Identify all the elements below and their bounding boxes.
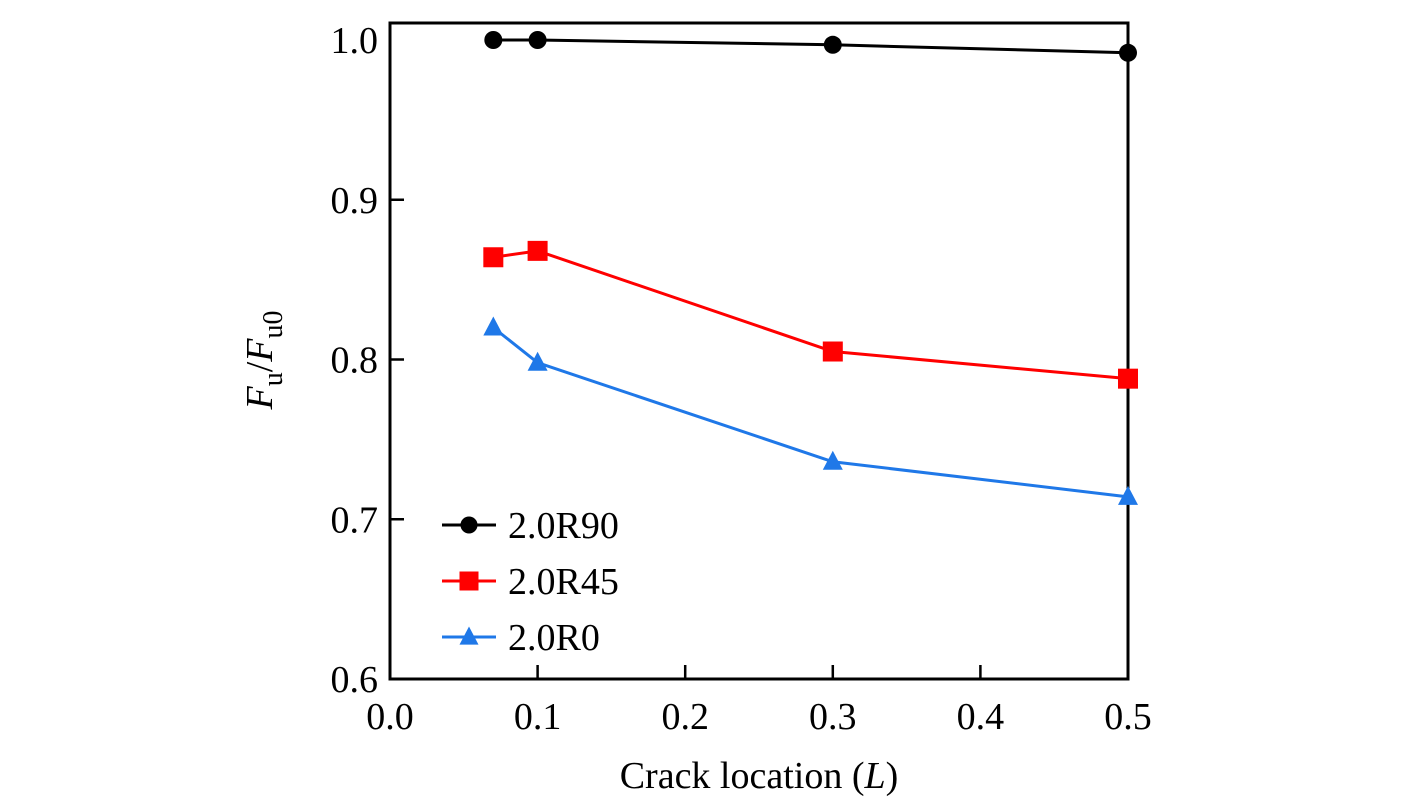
series-line [493, 38, 1129, 55]
series-2.0R45 [483, 240, 1138, 389]
data-point [1118, 368, 1138, 389]
data-point [527, 240, 548, 261]
x-tick-label: 0.3 [809, 696, 857, 738]
legend-label: 2.0R45 [508, 561, 619, 603]
legend-label: 2.0R90 [508, 505, 619, 547]
data-point [527, 351, 548, 371]
legend-marker [459, 571, 479, 591]
x-axis-title: Crack location (L) [620, 755, 899, 797]
plot-frame [388, 21, 1130, 681]
data-point [822, 341, 843, 362]
x-tick-label: 0.0 [366, 696, 414, 738]
series-layer [483, 31, 1138, 505]
series-line [493, 249, 1129, 381]
y-tick-label: 0.9 [331, 180, 379, 222]
data-point [483, 247, 504, 268]
y-tick-label: 0.6 [331, 659, 379, 701]
legend-item: 2.0R90 [442, 505, 619, 547]
data-point [823, 35, 842, 54]
axis-ticks: 0.0 0.1 0.2 0.3 0.4 0.5 0.6 0.7 0.8 0.9 1.0 [331, 20, 1152, 738]
plot-area [388, 21, 1130, 681]
series-line [492, 326, 1129, 499]
legend-marker [460, 516, 478, 534]
data-point [528, 31, 547, 49]
y-tick-label: 0.8 [331, 340, 379, 382]
y-tick-label: 1.0 [331, 20, 379, 62]
legend-item: 2.0R45 [442, 561, 619, 603]
legend-item: 2.0R0 [442, 617, 600, 659]
series-2.0R0 [483, 316, 1138, 505]
x-tick-label: 0.1 [514, 696, 562, 738]
data-point [1119, 43, 1137, 62]
x-tick-label: 0.2 [661, 696, 709, 738]
data-point [484, 31, 503, 49]
x-tick-label: 0.4 [957, 696, 1005, 738]
legend: 2.0R90 2.0R45 2.0R0 [442, 505, 619, 659]
data-point [822, 450, 843, 470]
legend-marker [459, 626, 479, 645]
legend-label: 2.0R0 [508, 617, 600, 659]
data-point [483, 316, 504, 336]
x-tick-label: 0.5 [1104, 696, 1152, 738]
y-axis-title: Fu/Fu0 [239, 311, 289, 411]
y-tick-label: 0.7 [331, 499, 379, 541]
data-point [1118, 485, 1138, 505]
series-2.0R90 [484, 31, 1137, 62]
